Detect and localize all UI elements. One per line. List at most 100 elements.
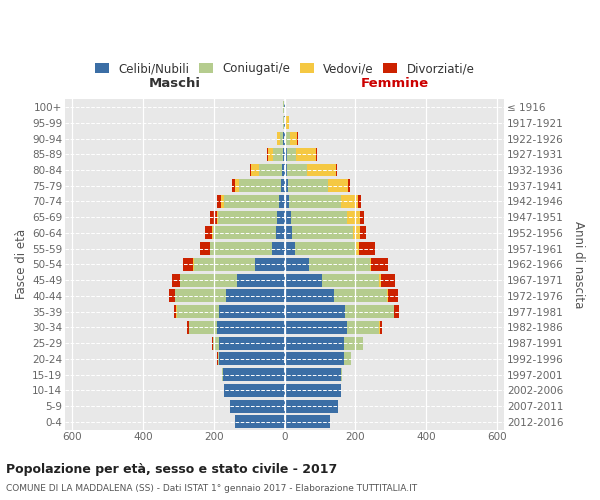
Bar bbox=[235, 180, 239, 192]
Bar bbox=[289, 195, 341, 208]
Bar bbox=[281, 180, 284, 192]
Bar bbox=[224, 384, 284, 397]
Bar bbox=[175, 290, 226, 302]
Bar bbox=[282, 164, 284, 176]
Text: COMUNE DI LA MADDALENA (SS) - Dati ISTAT 1° gennaio 2017 - Elaborazione TUTTITAL: COMUNE DI LA MADDALENA (SS) - Dati ISTAT… bbox=[6, 484, 417, 493]
Bar bbox=[334, 290, 386, 302]
Bar bbox=[359, 242, 375, 255]
Bar bbox=[284, 384, 341, 397]
Bar bbox=[370, 258, 371, 271]
Bar bbox=[173, 305, 176, 318]
Bar bbox=[291, 211, 347, 224]
Bar bbox=[287, 164, 307, 176]
Bar bbox=[213, 226, 276, 239]
Bar bbox=[386, 290, 388, 302]
Bar bbox=[217, 321, 284, 334]
Bar bbox=[361, 226, 366, 239]
Bar bbox=[283, 132, 284, 145]
Bar bbox=[336, 164, 337, 176]
Bar bbox=[371, 258, 388, 271]
Bar bbox=[180, 274, 237, 286]
Bar bbox=[230, 400, 284, 412]
Bar bbox=[172, 274, 179, 286]
Bar bbox=[251, 164, 259, 176]
Y-axis label: Anni di nascita: Anni di nascita bbox=[572, 220, 585, 308]
Bar bbox=[284, 100, 286, 114]
Bar bbox=[345, 305, 394, 318]
Bar bbox=[239, 180, 281, 192]
Bar bbox=[284, 290, 334, 302]
Bar bbox=[283, 148, 284, 160]
Bar bbox=[283, 100, 284, 114]
Bar bbox=[219, 336, 284, 349]
Bar bbox=[177, 305, 219, 318]
Bar bbox=[277, 132, 280, 145]
Bar bbox=[344, 352, 350, 366]
Bar bbox=[286, 132, 290, 145]
Bar bbox=[358, 195, 361, 208]
Bar bbox=[344, 336, 362, 349]
Bar bbox=[349, 180, 350, 192]
Bar bbox=[290, 132, 298, 145]
Bar bbox=[267, 148, 268, 160]
Bar bbox=[380, 274, 395, 286]
Bar bbox=[284, 321, 347, 334]
Bar bbox=[217, 211, 218, 224]
Bar bbox=[272, 242, 284, 255]
Bar bbox=[284, 336, 344, 349]
Bar bbox=[268, 148, 273, 160]
Bar bbox=[259, 164, 282, 176]
Bar bbox=[194, 258, 254, 271]
Bar bbox=[254, 258, 284, 271]
Bar bbox=[277, 211, 284, 224]
Text: Popolazione per età, sesso e stato civile - 2017: Popolazione per età, sesso e stato civil… bbox=[6, 462, 337, 475]
Bar bbox=[209, 242, 211, 255]
Bar bbox=[284, 274, 322, 286]
Bar bbox=[232, 180, 235, 192]
Bar bbox=[222, 368, 223, 381]
Bar bbox=[362, 336, 363, 349]
Y-axis label: Fasce di età: Fasce di età bbox=[15, 230, 28, 300]
Bar bbox=[388, 290, 398, 302]
Bar bbox=[295, 242, 355, 255]
Bar bbox=[380, 321, 382, 334]
Bar bbox=[223, 368, 284, 381]
Bar bbox=[284, 211, 291, 224]
Bar bbox=[219, 305, 284, 318]
Bar bbox=[284, 258, 310, 271]
Bar bbox=[237, 274, 284, 286]
Bar bbox=[235, 416, 284, 428]
Bar bbox=[284, 164, 287, 176]
Text: Maschi: Maschi bbox=[149, 78, 201, 90]
Bar bbox=[219, 352, 284, 366]
Bar bbox=[292, 226, 353, 239]
Bar bbox=[286, 116, 289, 129]
Bar bbox=[226, 290, 284, 302]
Bar bbox=[283, 116, 284, 129]
Bar bbox=[218, 211, 277, 224]
Bar bbox=[341, 195, 358, 208]
Bar bbox=[288, 180, 328, 192]
Bar bbox=[217, 195, 221, 208]
Bar bbox=[379, 274, 380, 286]
Bar bbox=[280, 132, 283, 145]
Bar bbox=[353, 226, 361, 239]
Bar bbox=[205, 226, 212, 239]
Bar bbox=[355, 242, 359, 255]
Bar bbox=[284, 305, 345, 318]
Bar bbox=[212, 336, 213, 349]
Bar bbox=[284, 352, 344, 366]
Bar bbox=[189, 321, 217, 334]
Bar bbox=[224, 195, 280, 208]
Bar bbox=[193, 258, 194, 271]
Bar bbox=[361, 211, 364, 224]
Bar bbox=[211, 211, 217, 224]
Legend: Celibi/Nubili, Coniugati/e, Vedovi/e, Divorziati/e: Celibi/Nubili, Coniugati/e, Vedovi/e, Di… bbox=[95, 62, 475, 75]
Bar bbox=[347, 211, 361, 224]
Bar bbox=[179, 274, 180, 286]
Bar bbox=[287, 148, 296, 160]
Bar bbox=[183, 258, 193, 271]
Bar bbox=[322, 274, 379, 286]
Bar bbox=[341, 368, 342, 381]
Bar bbox=[307, 164, 336, 176]
